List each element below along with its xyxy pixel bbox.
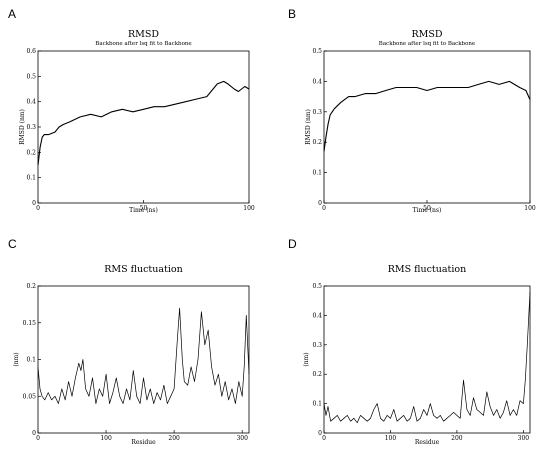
y-tick-label: 0 xyxy=(32,430,36,437)
chart-title: RMSD xyxy=(411,29,442,40)
y-tick-label: 0.1 xyxy=(312,170,322,177)
y-tick-label: 0.5 xyxy=(312,48,322,55)
y-tick-label: 0.2 xyxy=(26,149,36,156)
y-tick-label: 0.1 xyxy=(26,357,36,364)
x-tick-label: 100 xyxy=(524,205,536,212)
y-tick-label: 0.15 xyxy=(23,320,37,327)
x-tick-label: 0 xyxy=(322,435,326,442)
y-axis-label: (nm) xyxy=(13,352,20,366)
x-tick-label: 100 xyxy=(243,205,255,212)
panel-letter-a: A xyxy=(8,7,17,21)
y-tick-label: 0.4 xyxy=(26,99,36,106)
chart-title: RMSD xyxy=(128,29,159,40)
x-tick-label: 0 xyxy=(322,205,326,212)
panel-letter-d: D xyxy=(288,237,297,251)
y-axis-label: RMSD (nm) xyxy=(19,109,26,145)
y-tick-label: 0 xyxy=(32,200,36,207)
y-axis-label: (nm) xyxy=(303,352,310,366)
y-tick-label: 0.1 xyxy=(312,401,322,408)
x-axis-label: Time (ns) xyxy=(129,207,158,214)
chart-subtitle: Backbone after lsq fit to Backbone xyxy=(379,41,475,47)
series-line xyxy=(37,80,250,166)
chart-subtitle: Backbone after lsq fit to Backbone xyxy=(95,41,191,47)
y-tick-label: 0.4 xyxy=(312,312,322,319)
y-tick-label: 0.5 xyxy=(26,73,36,80)
x-tick-label: 50 xyxy=(140,205,148,212)
x-tick-label: 100 xyxy=(385,435,397,442)
y-tick-label: 0 xyxy=(318,430,322,437)
plot-frame xyxy=(37,50,250,204)
panel-letter-b: B xyxy=(288,7,297,21)
chart-title: RMS fluctuation xyxy=(104,264,182,275)
series-line xyxy=(37,307,250,404)
x-tick-label: 100 xyxy=(100,435,112,442)
y-tick-label: 0.3 xyxy=(26,124,36,131)
plot-frame xyxy=(323,50,531,204)
y-axis-label: RMSD (nm) xyxy=(305,109,312,145)
y-tick-label: 0.2 xyxy=(26,283,36,290)
y-tick-label: 0.3 xyxy=(312,342,322,349)
y-tick-label: 0.1 xyxy=(26,175,36,182)
chart-title: RMS fluctuation xyxy=(388,264,466,275)
y-tick-label: 0.5 xyxy=(312,283,322,290)
y-tick-label: 0.05 xyxy=(23,393,37,400)
y-tick-label: 0.6 xyxy=(26,48,36,55)
y-tick-label: 0.4 xyxy=(312,78,322,85)
y-tick-label: 0.3 xyxy=(312,109,322,116)
x-tick-label: 0 xyxy=(36,205,40,212)
x-tick-label: 200 xyxy=(168,435,180,442)
y-tick-label: 0.2 xyxy=(312,139,322,146)
plot-frame xyxy=(323,285,531,434)
series-line xyxy=(323,291,531,424)
plot-frame xyxy=(37,285,250,434)
x-axis-label: Residue xyxy=(131,439,156,446)
series-line xyxy=(323,80,531,152)
panel-letter-c: C xyxy=(8,237,17,251)
x-axis-label: Residue xyxy=(415,439,440,446)
x-tick-label: 300 xyxy=(236,435,248,442)
x-axis-label: Time (ns) xyxy=(413,207,442,214)
y-tick-label: 0 xyxy=(318,200,322,207)
y-tick-label: 0.2 xyxy=(312,371,322,378)
x-tick-label: 0 xyxy=(36,435,40,442)
x-tick-label: 300 xyxy=(518,435,530,442)
x-tick-label: 50 xyxy=(423,205,431,212)
x-tick-label: 200 xyxy=(451,435,463,442)
